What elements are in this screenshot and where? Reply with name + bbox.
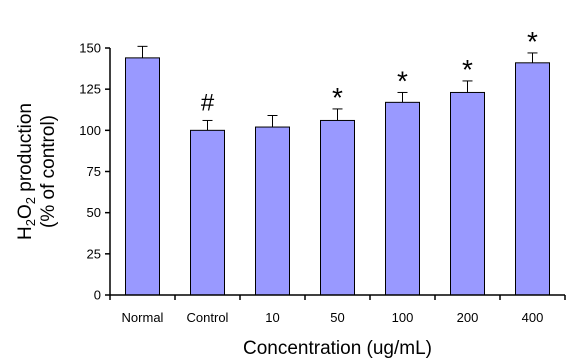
y-tick-label: 75 bbox=[87, 164, 101, 179]
bars: # * * * * bbox=[125, 26, 550, 296]
bar-10 bbox=[255, 126, 290, 296]
y-tick-label: 125 bbox=[79, 82, 101, 97]
y-title-o: O bbox=[15, 204, 36, 219]
x-category-label: 100 bbox=[392, 310, 414, 325]
x-category-label: 200 bbox=[457, 310, 479, 325]
bar-50 bbox=[320, 119, 355, 296]
x-axis-categories: Normal Control 10 50 100 200 400 bbox=[109, 295, 566, 325]
significance-star: * bbox=[462, 54, 473, 85]
significance-hash: # bbox=[201, 89, 215, 116]
significance-star: * bbox=[397, 65, 408, 96]
bar-200 bbox=[450, 91, 485, 296]
y-title-sub-2b: 2 bbox=[23, 197, 38, 204]
y-axis-title-line2: (% of control) bbox=[38, 115, 59, 228]
x-category-label: 400 bbox=[522, 310, 544, 325]
y-axis-title: H2O2 production (% of control) bbox=[15, 103, 59, 240]
y-title-sub-2a: 2 bbox=[23, 219, 38, 226]
x-category-label: Normal bbox=[122, 310, 164, 325]
y-axis-title-line1: H2O2 production bbox=[15, 103, 38, 240]
y-tick-label: 0 bbox=[94, 288, 101, 303]
y-title-h: H bbox=[15, 226, 36, 240]
x-category-label: 50 bbox=[330, 310, 344, 325]
y-tick-label: 50 bbox=[87, 205, 101, 220]
y-axis-ticks: 0 25 50 75 100 125 150 bbox=[79, 41, 110, 303]
y-tick-label: 150 bbox=[79, 41, 101, 56]
y-tick-label: 25 bbox=[87, 246, 101, 261]
bar-control bbox=[190, 129, 225, 296]
bar-normal bbox=[125, 57, 160, 296]
x-category-label: Control bbox=[187, 310, 229, 325]
x-axis-title: Concentration (ug/mL) bbox=[243, 338, 432, 359]
significance-star: * bbox=[332, 82, 343, 113]
significance-star: * bbox=[527, 26, 538, 57]
x-category-label: 10 bbox=[265, 310, 279, 325]
y-tick-label: 100 bbox=[79, 123, 101, 138]
bar-400 bbox=[515, 62, 550, 296]
bar-100 bbox=[385, 101, 420, 296]
y-title-production: production bbox=[15, 103, 36, 197]
